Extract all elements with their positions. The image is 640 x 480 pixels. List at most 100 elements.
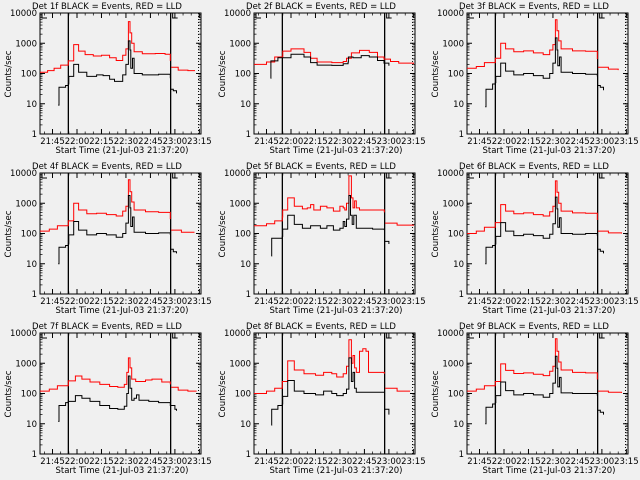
y-tick-label: 1000	[15, 199, 37, 209]
x-tick-label: 22:45	[352, 297, 377, 307]
x-tick-label: 22:00	[492, 297, 517, 307]
y-axis-title: Counts/sec	[4, 370, 14, 417]
y-tick-label: 1	[32, 130, 37, 140]
x-tick-label: 21:45	[467, 457, 492, 467]
x-tick-label: 22:15	[89, 137, 114, 147]
x-tick-label: 23:00	[376, 297, 401, 307]
x-tick-label: 22:45	[565, 457, 590, 467]
y-tick-label: 1	[245, 130, 250, 140]
y-tick-label: 100	[234, 230, 250, 240]
panel-title: Det 8f BLACK = Events, RED = LLD	[246, 322, 396, 332]
x-tick-label: 22:30	[541, 137, 566, 147]
x-tick-label: 23:00	[376, 457, 401, 467]
plot-frame	[466, 172, 629, 295]
x-tick-label: 23:15	[614, 137, 639, 147]
plot-frame	[466, 12, 629, 135]
x-axis-title: Start Time (21-Jul-03 21:37:20)	[56, 146, 189, 156]
x-tick-label: 22:00	[65, 457, 90, 467]
x-axis-title: Start Time (21-Jul-03 21:37:20)	[269, 306, 402, 316]
y-tick-label: 1000	[15, 39, 37, 49]
y-tick-label: 100	[234, 390, 250, 400]
x-tick-label: 22:30	[327, 297, 352, 307]
panel-title: Det 7f BLACK = Events, RED = LLD	[32, 322, 182, 332]
lld-series-line	[253, 339, 385, 394]
y-tick-label: 10	[26, 420, 37, 430]
y-tick-label: 1	[245, 450, 250, 460]
x-tick-label: 23:00	[590, 457, 615, 467]
y-tick-label: 1000	[229, 199, 251, 209]
x-axis-title: Start Time (21-Jul-03 21:37:20)	[269, 466, 402, 476]
x-tick-label: 23:15	[187, 457, 212, 467]
bracket-marker-icon	[255, 172, 261, 179]
y-tick-label: 1	[459, 290, 464, 300]
lld-series-line	[467, 338, 598, 392]
y-tick-label: 100	[21, 230, 37, 240]
events-series-line	[485, 355, 598, 425]
x-tick-label: 22:45	[565, 137, 590, 147]
events-series-line	[58, 40, 171, 106]
plot-panel-det-9: 1 10 100 1000 10000 21:45 22:00 22:15 22:30 22:45…	[427, 320, 640, 480]
bracket-marker-icon	[468, 172, 474, 179]
panel-title: Det 6f BLACK = Events, RED = LLD	[459, 162, 609, 172]
plot-svg: 1 10 100 1000 10000 21:45 22:00 22:15 22:30 22:45…	[4, 322, 212, 476]
x-tick-label: 23:15	[401, 457, 426, 467]
events-series-line	[485, 196, 598, 265]
plot-frame	[253, 12, 415, 135]
plot-panel-det-4: 1 10 100 1000 10000 21:45 22:00 22:15 22:30 22:45…	[0, 160, 213, 320]
x-tick-label: 22:00	[65, 137, 90, 147]
y-tick-label: 100	[448, 70, 464, 80]
y-axis-title: Counts/sec	[431, 370, 441, 417]
y-tick-label: 10	[453, 420, 464, 430]
y-axis-title: Counts/sec	[218, 370, 228, 417]
x-tick-label: 23:15	[401, 137, 426, 147]
x-tick-label: 21:45	[467, 297, 492, 307]
x-tick-label: 22:30	[327, 457, 352, 467]
x-tick-label: 22:30	[114, 457, 139, 467]
x-tick-label: 22:15	[303, 457, 328, 467]
y-tick-label: 10000	[223, 9, 250, 19]
x-tick-label: 22:00	[278, 137, 303, 147]
lld-series-line	[171, 229, 195, 233]
lld-series-line	[253, 48, 414, 65]
y-tick-label: 1	[459, 130, 464, 140]
events-series-line	[171, 88, 177, 94]
y-tick-label: 1	[459, 450, 464, 460]
x-tick-label: 22:00	[492, 137, 517, 147]
x-tick-label: 21:45	[40, 137, 65, 147]
events-series-line	[598, 248, 604, 254]
y-tick-label: 10	[240, 100, 251, 110]
x-tick-label: 22:45	[352, 457, 377, 467]
bracket-marker-icon	[172, 12, 178, 19]
x-tick-label: 22:15	[516, 297, 541, 307]
x-tick-label: 23:00	[163, 297, 188, 307]
x-tick-label: 21:45	[467, 137, 492, 147]
panel-title: Det 5f BLACK = Events, RED = LLD	[246, 162, 396, 172]
y-tick-label: 10000	[223, 169, 250, 179]
y-tick-label: 1000	[442, 39, 464, 49]
lld-series-line	[40, 179, 171, 232]
y-tick-label: 100	[448, 390, 464, 400]
x-axis-title: Start Time (21-Jul-03 21:37:20)	[483, 146, 616, 156]
x-tick-label: 22:15	[303, 137, 328, 147]
panel-title: Det 2f BLACK = Events, RED = LLD	[246, 2, 396, 12]
plot-panel-det-7: 1 10 100 1000 10000 21:45 22:00 22:15 22:30 22:45…	[0, 320, 213, 480]
x-tick-label: 23:00	[163, 137, 188, 147]
plot-svg: 1 10 100 1000 10000 21:45 22:00 22:15 22:30 22:45…	[4, 162, 212, 316]
y-tick-label: 10000	[437, 169, 464, 179]
x-tick-label: 21:45	[254, 137, 278, 147]
lld-series-line	[384, 222, 414, 226]
panel-title: Det 9f BLACK = Events, RED = LLD	[459, 322, 609, 332]
lld-series-line	[598, 66, 619, 71]
x-tick-label: 23:15	[187, 297, 212, 307]
events-series-line	[598, 409, 604, 415]
x-tick-label: 21:45	[40, 457, 65, 467]
y-tick-label: 1000	[15, 359, 37, 369]
x-tick-label: 22:00	[278, 457, 303, 467]
bracket-marker-icon	[385, 332, 392, 339]
x-axis-title: Start Time (21-Jul-03 21:37:20)	[56, 466, 189, 476]
bracket-marker-icon	[385, 12, 392, 19]
lld-series-line	[467, 19, 598, 69]
plot-svg: 1 10 100 1000 10000 21:45 22:00 22:15 22:30 22:45…	[218, 322, 426, 476]
bracket-marker-icon	[172, 172, 178, 179]
bracket-marker-icon	[468, 332, 474, 339]
